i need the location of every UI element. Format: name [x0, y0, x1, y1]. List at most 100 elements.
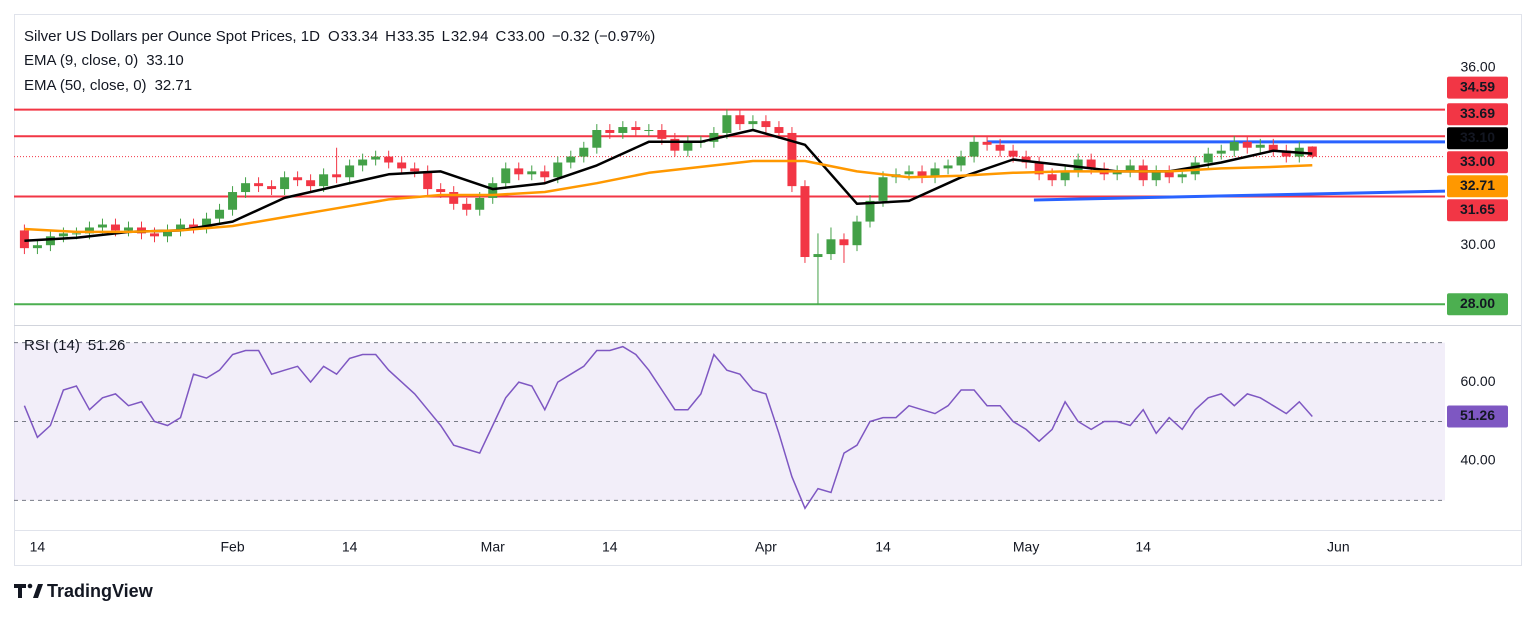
candle-body — [1151, 171, 1161, 181]
candle-body — [110, 224, 120, 231]
candle-body — [1268, 144, 1278, 151]
ohlc-key: C — [495, 28, 506, 45]
candle-body — [826, 239, 836, 255]
candle-body — [774, 127, 784, 133]
candle-body — [904, 171, 914, 175]
price-badge — [1447, 127, 1508, 150]
candle-body — [956, 156, 966, 166]
candle-body — [228, 192, 238, 210]
candle-body — [748, 121, 758, 125]
ohlc-key: H — [385, 28, 396, 45]
candle-body — [475, 197, 485, 210]
candle-body — [32, 245, 42, 249]
price-badge — [1447, 293, 1508, 316]
candle-body — [683, 141, 693, 151]
candle-body — [1190, 162, 1200, 175]
candle-body — [358, 159, 368, 166]
candle-body — [19, 230, 29, 249]
candle-body — [813, 254, 823, 258]
ohlc-value: 33.35 — [397, 28, 435, 45]
candle-body — [982, 141, 992, 145]
candle-body — [176, 224, 186, 231]
candle-body — [410, 168, 420, 172]
legend-name: EMA (9, close, 0) — [24, 52, 138, 69]
candle-body — [514, 168, 524, 175]
candle-body — [332, 174, 342, 178]
candle-body — [1281, 150, 1291, 157]
price-badge — [1447, 76, 1508, 99]
price-badge — [1447, 151, 1508, 174]
candle-body — [254, 183, 264, 187]
candle-body — [1086, 159, 1096, 169]
legend-name: EMA (50, close, 0) — [24, 77, 147, 94]
rsi-legend-value: 51.26 — [88, 337, 126, 354]
candle-body — [878, 177, 888, 201]
legend-value: 33.10 — [146, 52, 184, 69]
candle-body — [345, 165, 355, 178]
candle-body — [202, 218, 212, 228]
candle-body — [45, 236, 55, 246]
x-tick-label: 14 — [875, 539, 891, 555]
candle-body — [553, 162, 563, 178]
x-tick-label: May — [1013, 539, 1039, 555]
price-badge-label: 51.26 — [1460, 407, 1495, 423]
candle-body — [644, 130, 654, 132]
ema-line — [24, 128, 1313, 243]
ohlc-value: 33.34 — [341, 28, 379, 45]
brand-logo: TradingView — [14, 581, 154, 601]
candle-body — [709, 132, 719, 142]
x-tick-label: 14 — [30, 539, 46, 555]
candle-body — [605, 130, 615, 133]
logo-mark — [14, 584, 26, 598]
candle-body — [501, 168, 511, 184]
candle-body — [761, 121, 771, 128]
candle-body — [1177, 174, 1187, 178]
candle-body — [215, 209, 225, 219]
candle-body — [1060, 171, 1070, 181]
candle-body — [800, 186, 810, 258]
price-badge-label: 32.71 — [1460, 177, 1495, 193]
price-badge-label: 33.69 — [1460, 105, 1495, 121]
logo-dot — [27, 583, 33, 589]
ema-line — [24, 159, 1313, 234]
candle-body — [1138, 165, 1148, 181]
x-tick-label: 14 — [602, 539, 618, 555]
candle-body — [436, 189, 446, 193]
candle-body — [657, 130, 667, 139]
candle-body — [852, 221, 862, 246]
brand-name: TradingView — [47, 581, 154, 601]
ohlc-value: 33.00 — [507, 28, 545, 45]
candle-body — [423, 171, 433, 190]
ohlc-key: L — [442, 28, 450, 45]
candle-body — [384, 156, 394, 163]
x-tick-label: Jun — [1327, 539, 1350, 555]
y-tick-label: 36.00 — [1460, 59, 1495, 75]
candle-body — [189, 224, 199, 228]
candle-body — [722, 115, 732, 133]
y-tick-label: 40.00 — [1460, 452, 1495, 468]
candle-body — [1112, 171, 1122, 175]
ohlc-key: O — [328, 28, 340, 45]
price-pane — [14, 108, 1446, 306]
legend-value: 32.71 — [155, 77, 193, 94]
candle-body — [540, 171, 550, 178]
x-tick-label: Apr — [755, 539, 777, 555]
candle-body — [670, 138, 680, 151]
candle-body — [58, 233, 68, 237]
candle-body — [995, 144, 1005, 151]
price-badge — [1447, 199, 1508, 222]
candle-body — [579, 147, 589, 157]
candle-body — [1008, 150, 1018, 157]
chart-title: Silver US Dollars per Ounce Spot Prices,… — [24, 28, 320, 45]
candle-body — [592, 130, 602, 148]
candle-body — [97, 224, 107, 228]
y-tick-label: 60.00 — [1460, 373, 1495, 389]
price-badge — [1447, 103, 1508, 126]
candle-body — [397, 162, 407, 169]
candle-body — [943, 165, 953, 169]
candle-body — [1203, 153, 1213, 163]
candle-body — [787, 132, 797, 187]
candle-body — [1034, 162, 1044, 175]
